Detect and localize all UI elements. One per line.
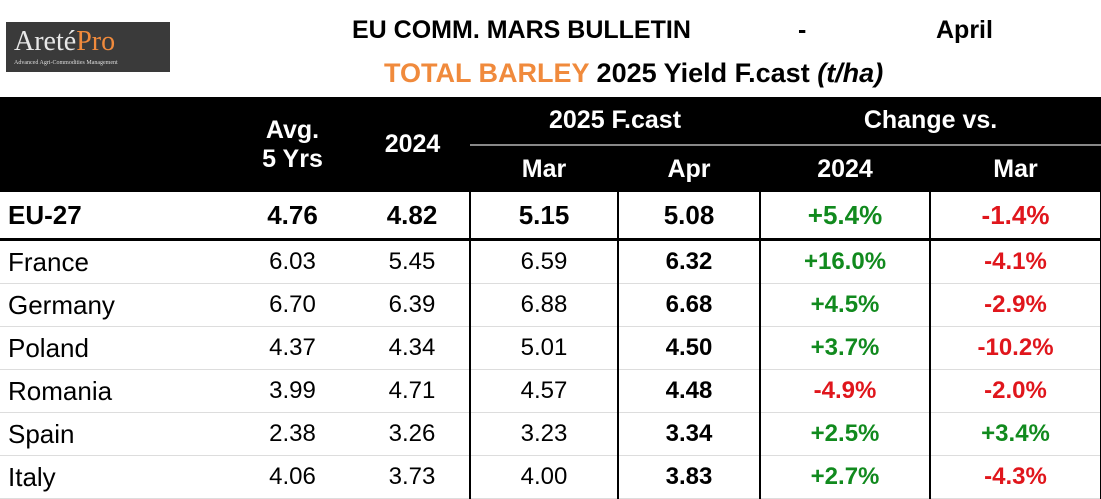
cell: +2.7%: [760, 455, 932, 499]
cell: +2.5%: [760, 412, 932, 456]
column-header: Mar: [930, 145, 1101, 192]
table-row: Spain 2.38 3.26 3.23 3.34 +2.5% +3.4%: [0, 412, 1101, 456]
logo-accent: Pro: [76, 26, 116, 57]
column-header: 5 Yrs: [262, 144, 323, 173]
cell: -2.9%: [930, 283, 1101, 327]
table-row: Romania 3.99 4.71 4.57 4.48 -4.9% -2.0%: [0, 369, 1101, 413]
cell: -10.2%: [930, 326, 1101, 370]
cell: 3.34: [618, 412, 762, 456]
row-label: France: [0, 239, 230, 284]
cell: 6.70: [230, 283, 355, 327]
cell: 5.45: [355, 239, 471, 284]
cell: 4.37: [230, 326, 355, 370]
column-group-header: 2025 F.cast: [470, 97, 761, 146]
unit: (t/ha): [817, 58, 884, 88]
cell: 4.50: [618, 326, 762, 370]
table-row: Italy 4.06 3.73 4.00 3.83 +2.7% -4.3%: [0, 455, 1101, 499]
column-header: Apr: [618, 145, 761, 192]
cell: 6.32: [618, 239, 762, 284]
table-row: Poland 4.37 4.34 5.01 4.50 +3.7% -10.2%: [0, 326, 1101, 370]
row-label: Poland: [0, 326, 230, 370]
cell: +5.4%: [760, 192, 932, 241]
cell: +3.4%: [930, 412, 1101, 456]
cell: -4.9%: [760, 369, 932, 413]
cell: 6.03: [230, 239, 355, 284]
cell: 4.57: [470, 369, 619, 413]
column-header: 2024: [355, 97, 470, 192]
row-label: Spain: [0, 412, 230, 456]
crop: TOTAL BARLEY: [384, 58, 590, 88]
cell: 6.39: [355, 283, 471, 327]
subtitle-line: TOTAL BARLEY 2025 Yield F.cast (t/ha): [384, 58, 883, 89]
table-row: Germany 6.70 6.39 6.88 6.68 +4.5% -2.9%: [0, 283, 1101, 327]
logo: AretéPro Advanced Agri-Commodities Manag…: [6, 22, 170, 72]
cell: 4.06: [230, 455, 355, 499]
month: April: [936, 16, 993, 44]
cell: 6.59: [470, 239, 619, 284]
cell: 4.82: [355, 192, 471, 241]
yield-table: Avg. 5 Yrs 2024 2025 F.cast Change vs. Ma…: [0, 97, 1101, 499]
logo-tagline: Advanced Agri-Commodities Management: [14, 60, 118, 66]
cell: 6.68: [618, 283, 762, 327]
cell: 5.01: [470, 326, 619, 370]
cell: 3.83: [618, 455, 762, 499]
table-row: EU-27 4.76 4.82 5.15 5.08 +5.4% -1.4%: [0, 192, 1101, 241]
cell: 4.71: [355, 369, 471, 413]
cell: 2.38: [230, 412, 355, 456]
cell: 4.48: [618, 369, 762, 413]
cell: -2.0%: [930, 369, 1101, 413]
cell: 3.73: [355, 455, 471, 499]
separator: -: [798, 16, 807, 44]
logo-name: AretéPro: [14, 26, 115, 58]
cell: +4.5%: [760, 283, 932, 327]
subtitle: 2025 Yield F.cast: [596, 58, 810, 88]
logo-text: Areté: [14, 26, 77, 57]
table-body: EU-27 4.76 4.82 5.15 5.08 +5.4% -1.4% France 6.0…: [0, 192, 1101, 499]
cell: -1.4%: [930, 192, 1101, 241]
cell: +16.0%: [760, 239, 932, 284]
cell: 3.99: [230, 369, 355, 413]
column-header: Avg.: [265, 115, 320, 144]
cell: 3.26: [355, 412, 471, 456]
cell: 5.08: [618, 192, 762, 241]
cell: +3.7%: [760, 326, 932, 370]
header-cell: [0, 97, 230, 192]
cell: 6.88: [470, 283, 619, 327]
cell: 4.76: [230, 192, 355, 241]
cell: -4.3%: [930, 455, 1101, 499]
row-label: Romania: [0, 369, 230, 413]
column-header: Mar: [470, 145, 618, 192]
header-cell: Avg. 5 Yrs: [230, 97, 355, 192]
cell: -4.1%: [930, 239, 1101, 284]
cell: 4.34: [355, 326, 471, 370]
title: EU COMM. MARS BULLETIN: [352, 16, 691, 44]
column-header: 2024: [760, 145, 931, 192]
cell: 4.00: [470, 455, 619, 499]
cell: 3.23: [470, 412, 619, 456]
row-label: EU-27: [0, 192, 230, 241]
table-row: France 6.03 5.45 6.59 6.32 +16.0% -4.1%: [0, 239, 1101, 284]
row-label: Italy: [0, 455, 230, 499]
column-group-header: Change vs.: [760, 97, 1101, 146]
cell: 5.15: [470, 192, 619, 241]
row-label: Germany: [0, 283, 230, 327]
